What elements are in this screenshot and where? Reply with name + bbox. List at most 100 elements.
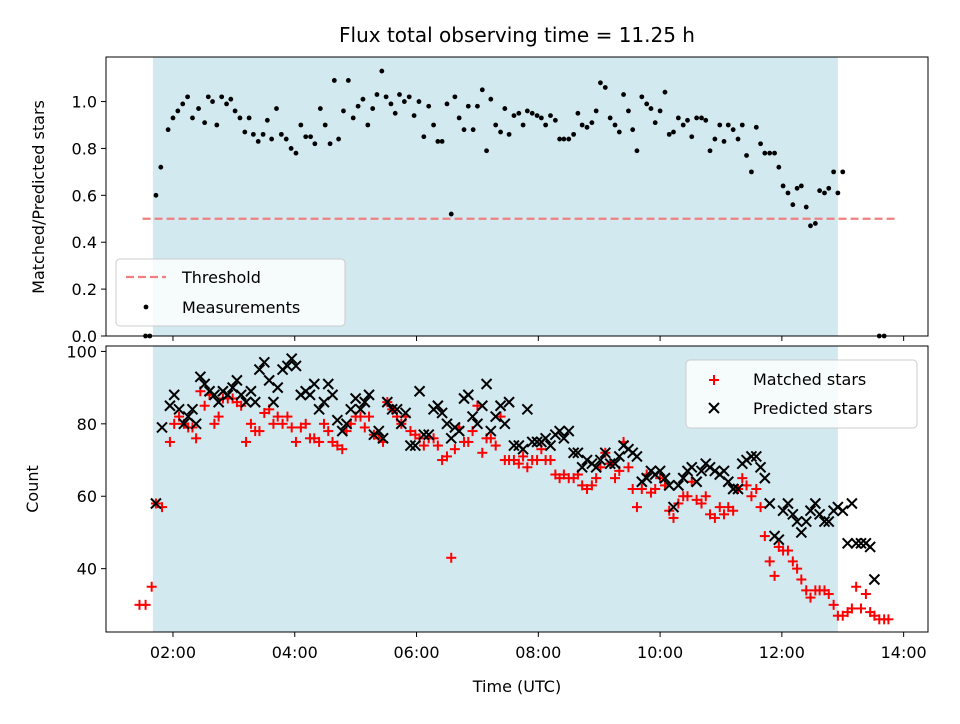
measurement-point	[488, 96, 494, 102]
legend-threshold-label: Threshold	[181, 268, 261, 287]
predicted-star-point	[850, 537, 862, 550]
predicted-star-point	[809, 497, 822, 510]
matched-star-point	[700, 491, 711, 502]
matched-star-point	[755, 502, 766, 513]
x-tick-label: 10:00	[637, 643, 683, 662]
measurement-point	[780, 183, 786, 189]
predicted-star-point	[846, 497, 858, 510]
measurement-point	[689, 134, 695, 140]
top-y-tick-label: 0.0	[72, 327, 97, 346]
predicted-star-point	[168, 389, 180, 401]
matched-star-point	[769, 570, 780, 581]
matched-star-point	[463, 436, 474, 447]
matched-star-point	[485, 433, 496, 444]
matched-star-point	[432, 440, 443, 451]
predicted-star-point	[590, 461, 602, 473]
measurement-point	[739, 122, 745, 128]
measurement-point	[317, 106, 323, 111]
predicted-star-point	[795, 526, 808, 539]
measurement-point	[416, 99, 422, 104]
predicted-star-point	[418, 428, 430, 441]
predicted-star-point	[480, 378, 493, 390]
predicted-star-point	[531, 436, 543, 448]
predicted-star-point	[763, 497, 776, 510]
measurement-point	[274, 106, 279, 111]
measurement-point	[758, 141, 763, 147]
measurement-point	[498, 129, 503, 135]
matched-star-point	[728, 505, 739, 516]
measurement-point	[776, 164, 782, 170]
predicted-star-point	[281, 360, 294, 372]
measurement-point	[502, 106, 508, 111]
measurement-point	[680, 122, 686, 128]
predicted-star-point	[631, 450, 643, 463]
matched-star-point	[364, 411, 375, 422]
top-y-tick-label: 0.8	[72, 139, 97, 158]
predicted-star-point	[381, 396, 394, 408]
measurement-points	[143, 68, 887, 339]
matched-star-point	[860, 588, 871, 599]
measurement-point	[538, 115, 544, 121]
predicted-star-point	[791, 515, 803, 528]
measurement-point	[648, 106, 654, 111]
measurement-point	[298, 122, 304, 128]
matched-star-point	[245, 418, 256, 429]
matched-star-point	[650, 484, 661, 494]
measurement-point	[630, 127, 636, 133]
predicted-star-point	[667, 501, 680, 513]
predicted-star-point	[727, 483, 739, 495]
predicted-star-point	[413, 385, 426, 397]
bottom-y-tick-label: 60	[77, 487, 97, 506]
matched-star-point	[610, 473, 621, 484]
predicted-star-point	[800, 515, 812, 528]
measurement-point	[657, 108, 663, 114]
measurement-point	[749, 169, 754, 175]
measurement-point	[753, 124, 759, 130]
x-tick-label: 12:00	[759, 643, 805, 662]
matched-star-point	[846, 603, 857, 614]
predicted-star-point	[340, 418, 353, 430]
measurement-point	[196, 106, 201, 111]
measurement-point	[735, 136, 741, 142]
matched-star-point	[737, 473, 748, 484]
measurement-point	[626, 108, 631, 114]
predicted-star-point	[208, 389, 221, 401]
measurement-point	[452, 94, 458, 100]
matched-star-point	[805, 592, 816, 603]
matched-star-point	[490, 440, 501, 451]
predicted-star-point	[572, 447, 584, 459]
predicted-star-point	[399, 407, 412, 419]
predicted-star-point	[462, 389, 474, 401]
bottom-y-axis: 40 60 80 100	[66, 342, 106, 579]
matched-star-point	[522, 462, 533, 473]
measurement-point	[639, 94, 645, 100]
measurement-point	[479, 87, 485, 93]
matched-star-point	[314, 436, 325, 447]
predicted-star-point	[235, 389, 247, 401]
measurement-point	[388, 101, 394, 107]
measurement-point	[652, 120, 658, 126]
top-x-ticks	[172, 336, 905, 341]
measurement-point	[383, 94, 389, 100]
matched-star-point	[169, 418, 180, 429]
measurement-point	[461, 127, 467, 133]
matched-star-point	[746, 491, 757, 502]
measurement-point	[516, 110, 522, 116]
bottom-legend-box	[685, 359, 918, 429]
measurement-point	[772, 150, 777, 156]
measurement-point	[803, 204, 809, 210]
top-legend-box	[115, 258, 346, 327]
top-y-tick-label: 0.6	[72, 186, 97, 205]
measurement-point	[278, 131, 284, 137]
predicted-star-point	[150, 497, 162, 510]
predicted-star-point	[345, 403, 357, 416]
x-tick-label: 04:00	[272, 643, 318, 662]
measurement-point	[817, 188, 823, 194]
chart-title: Flux total observing time = 11.25 h	[339, 23, 695, 47]
measurement-point	[470, 127, 476, 133]
top-plot-frame	[105, 56, 929, 337]
predicted-star-point	[231, 374, 243, 387]
predicted-star-point	[690, 476, 703, 488]
measurement-point	[822, 190, 827, 196]
